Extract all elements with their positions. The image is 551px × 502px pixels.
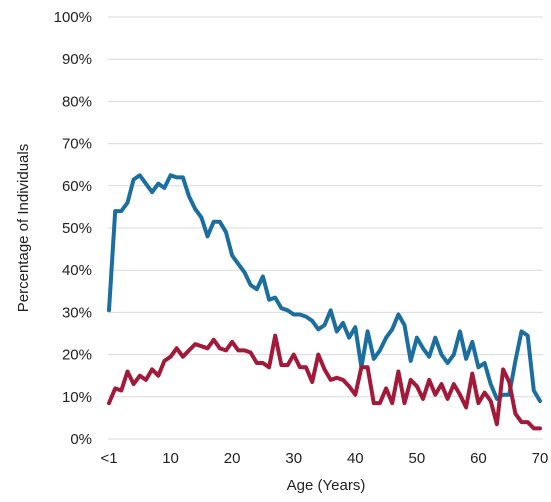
series-lines — [107, 173, 542, 431]
y-tick-label: 50% — [62, 220, 92, 237]
x-tick-label: <1 — [100, 450, 117, 467]
y-tick-label: 100% — [54, 9, 92, 26]
x-tick-label: 10 — [162, 450, 179, 467]
series-line-1 — [107, 333, 542, 431]
y-axis-ticks: 0% 10% 20% 30% 40% 50% 60% 70% 80% 90% 100% — [54, 9, 92, 448]
y-tick-label: 90% — [62, 51, 92, 68]
y-tick-label: 80% — [62, 93, 92, 110]
y-tick-label: 60% — [62, 178, 92, 195]
x-tick-label: 40 — [347, 450, 364, 467]
x-tick-label: 70 — [532, 450, 549, 467]
gridlines — [108, 16, 543, 440]
y-tick-label: 30% — [62, 304, 92, 321]
y-axis-title: Percentage of Individuals — [15, 144, 32, 312]
series-line-0 — [107, 173, 542, 403]
y-tick-label: 40% — [62, 262, 92, 279]
y-tick-label: 70% — [62, 136, 92, 153]
x-axis-ticks: <1 10 20 30 40 50 60 70 — [100, 450, 548, 467]
y-tick-label: 10% — [62, 389, 92, 406]
x-tick-label: 50 — [409, 450, 426, 467]
x-tick-label: 20 — [224, 450, 241, 467]
x-axis-title: Age (Years) — [287, 477, 366, 494]
x-tick-label: 30 — [285, 450, 302, 467]
y-tick-label: 0% — [70, 431, 92, 448]
y-tick-label: 20% — [62, 347, 92, 364]
x-tick-label: 60 — [470, 450, 487, 467]
